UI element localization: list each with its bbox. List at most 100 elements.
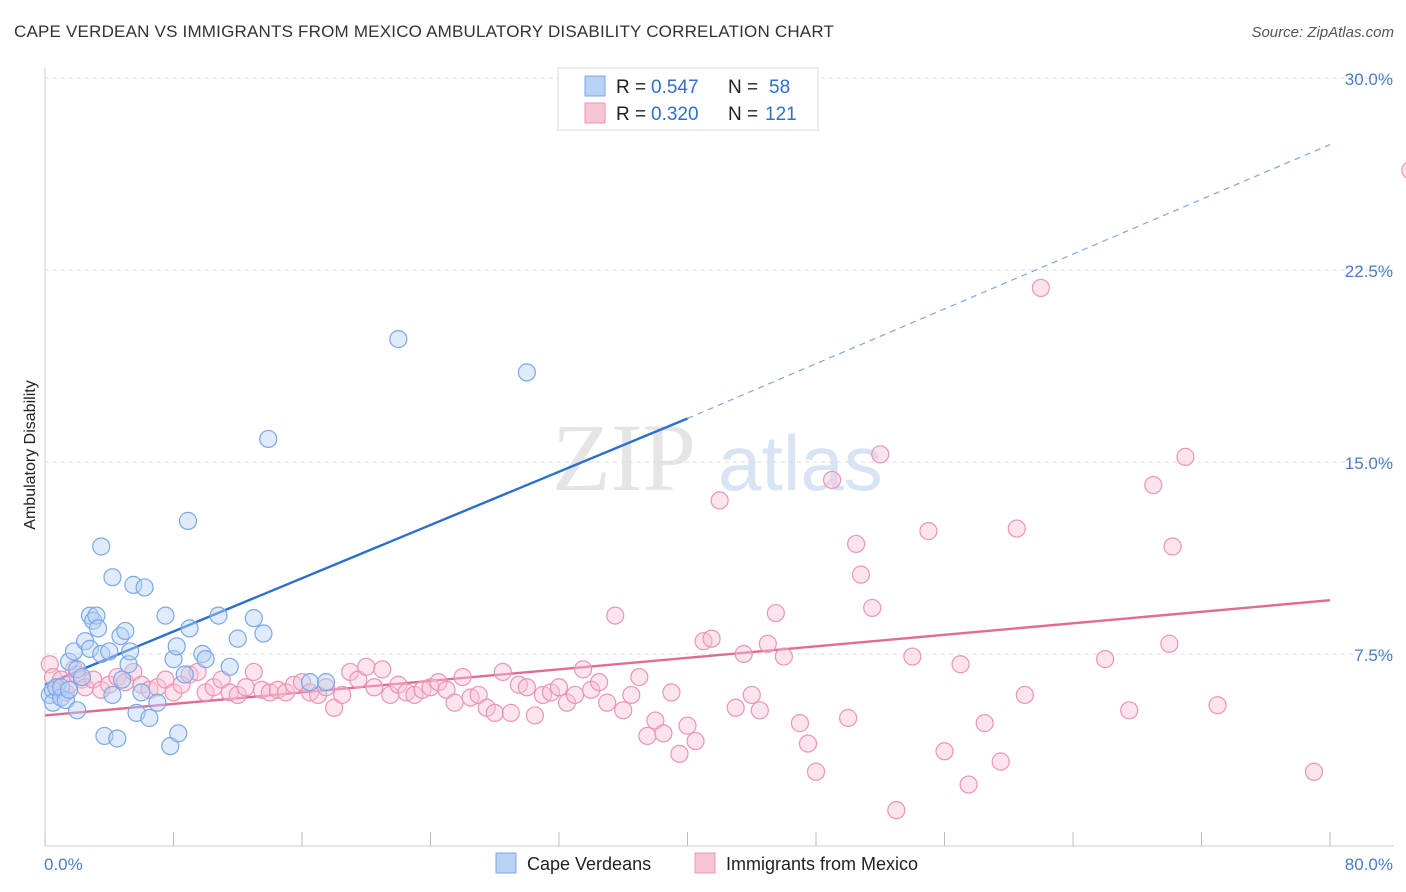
- point-mexico: [654, 724, 673, 743]
- point-mexico: [1176, 447, 1195, 466]
- point-cape-verdean: [316, 673, 336, 692]
- chart-title: CAPE VERDEAN VS IMMIGRANTS FROM MEXICO A…: [14, 22, 835, 41]
- point-cape-verdean: [161, 737, 180, 756]
- legend-r-label-1: R =: [616, 77, 646, 98]
- point-mexico: [851, 565, 871, 584]
- point-mexico: [839, 708, 858, 728]
- legend-swatch-blue: [584, 75, 606, 97]
- point-mexico: [501, 703, 520, 722]
- point-mexico: [1208, 696, 1227, 715]
- point-cape-verdean: [132, 683, 151, 702]
- point-mexico: [598, 693, 617, 712]
- point-mexico: [333, 685, 352, 705]
- point-mexico: [847, 534, 866, 554]
- point-mexico: [919, 522, 938, 541]
- point-mexico: [590, 673, 609, 692]
- gridlines: [45, 77, 1394, 655]
- point-mexico: [525, 706, 545, 725]
- point-mexico: [1163, 537, 1182, 556]
- point-mexico: [1120, 701, 1139, 720]
- point-mexico: [646, 711, 665, 730]
- point-mexico: [871, 445, 890, 464]
- point-cape-verdean: [80, 639, 100, 658]
- point-cape-verdean: [254, 624, 273, 643]
- point-mexico: [437, 680, 456, 699]
- point-mexico: [357, 657, 376, 676]
- point-mexico: [614, 701, 633, 720]
- point-cape-verdean: [68, 701, 87, 720]
- point-mexico: [734, 644, 753, 664]
- point-mexico: [1096, 650, 1115, 669]
- point-mexico: [212, 670, 231, 689]
- legend-swatch-pink: [584, 102, 606, 124]
- point-cape-verdean: [178, 511, 198, 530]
- legend-r-label-2: R =: [616, 104, 646, 125]
- y-tick-label: 30.0%: [1345, 70, 1393, 89]
- point-mexico: [670, 744, 689, 763]
- x-tick-label: 0.0%: [44, 855, 83, 874]
- point-cape-verdean: [103, 568, 122, 587]
- legend-n-value-2: 121: [765, 104, 797, 125]
- point-mexico: [493, 662, 512, 682]
- point-mexico: [1401, 162, 1406, 179]
- series-legend: Cape Verdeans Immigrants from Mexico: [495, 852, 918, 874]
- point-cape-verdean: [300, 673, 320, 692]
- point-cape-verdean: [108, 729, 127, 748]
- point-cape-verdean: [135, 578, 154, 597]
- point-mexico: [758, 634, 777, 653]
- point-cape-verdean: [140, 708, 159, 728]
- point-mexico: [726, 698, 745, 717]
- point-cape-verdean: [111, 626, 130, 646]
- point-mexico: [935, 742, 954, 761]
- point-mexico: [686, 731, 705, 751]
- point-mexico: [662, 683, 681, 702]
- point-mexico: [678, 716, 697, 735]
- point-mexico: [469, 685, 488, 705]
- series-label-mexico: Immigrants from Mexico: [726, 854, 918, 874]
- point-cape-verdean: [169, 724, 188, 743]
- watermark-zip: ZIP: [552, 404, 696, 511]
- point-mexico: [244, 662, 263, 682]
- point-mexico: [68, 665, 87, 684]
- point-mexico: [798, 734, 818, 753]
- point-cape-verdean: [72, 667, 92, 687]
- y-tick-label: 22.5%: [1345, 262, 1393, 281]
- trend-lines: [44, 144, 1331, 717]
- watermark-atlas: atlas: [718, 419, 883, 507]
- point-mexico: [485, 703, 504, 722]
- point-mexico: [373, 660, 392, 679]
- point-cape-verdean: [228, 629, 247, 648]
- series-swatch-mexico: [694, 852, 716, 874]
- trend-line-mexico: [44, 599, 1331, 717]
- point-mexico: [445, 693, 464, 712]
- trend-line-cape-verdeans: [44, 417, 688, 686]
- trend-line-cape-verdeans-projection: [687, 144, 1331, 420]
- data-points: [40, 162, 1406, 820]
- point-cape-verdean: [244, 609, 263, 628]
- point-mexico: [766, 603, 785, 623]
- point-mexico: [750, 701, 769, 720]
- point-mexico: [549, 678, 569, 697]
- point-cape-verdean: [167, 637, 186, 656]
- point-mexico: [1031, 278, 1050, 298]
- series-label-cape-verdeans: Cape Verdeans: [527, 854, 651, 874]
- point-mexico: [325, 698, 344, 717]
- point-mexico: [638, 726, 657, 746]
- point-mexico: [951, 655, 970, 674]
- point-mexico: [710, 491, 729, 510]
- point-mexico: [1304, 762, 1324, 781]
- point-mexico: [863, 598, 882, 618]
- point-mexico: [1007, 519, 1026, 538]
- y-tick-label: 7.5%: [1354, 646, 1393, 665]
- point-mexico: [156, 670, 175, 689]
- point-mexico: [806, 762, 826, 781]
- point-mexico: [975, 714, 994, 733]
- series-swatch-cape-verdeans: [495, 852, 517, 874]
- point-mexico: [1144, 475, 1163, 495]
- point-cape-verdean: [180, 619, 199, 638]
- point-mexico: [790, 714, 810, 733]
- y-axis-label: Ambulatory Disability: [22, 380, 39, 529]
- point-cape-verdean: [92, 537, 111, 556]
- point-mexico: [1015, 685, 1034, 705]
